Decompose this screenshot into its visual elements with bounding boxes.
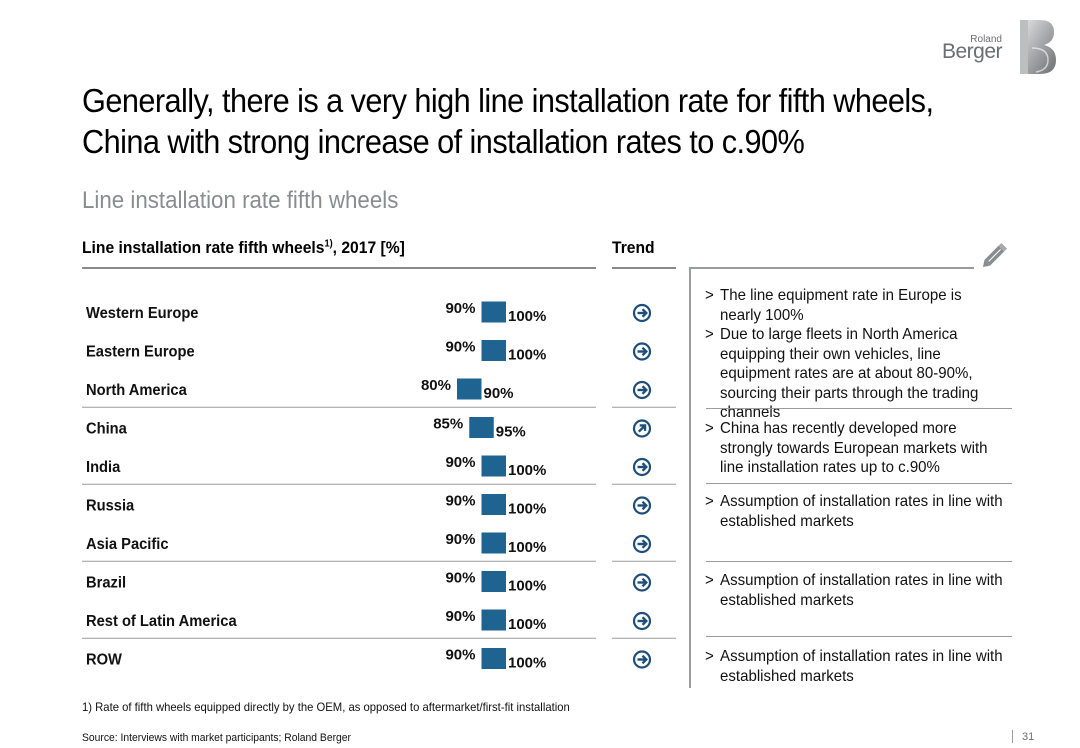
high-value-label: 100% — [508, 655, 546, 672]
comment-bullet: > China has recently developed more stron… — [705, 419, 1006, 478]
comment-block-3: > Assumption of installation rates in lin… — [705, 492, 1006, 531]
footnote: 1) Rate of fifth wheels equipped directl… — [82, 700, 570, 714]
comment-bullet: > Assumption of installation rates in lin… — [705, 571, 1006, 610]
chart-heading-rest: , 2017 [%] — [332, 238, 405, 257]
low-value-label: 90% — [445, 300, 475, 317]
low-value-label: 85% — [433, 416, 463, 433]
chart-header-rule — [82, 267, 596, 269]
comment-block-2: > China has recently developed more stron… — [705, 419, 1006, 478]
pencil-icon — [978, 238, 1012, 272]
comment-bullet: > Assumption of installation rates in lin… — [705, 492, 1006, 531]
bullet-text: China has recently developed more strong… — [720, 420, 988, 476]
comment-block-4: > Assumption of installation rates in lin… — [705, 571, 1006, 610]
arrow-up-right-circle-icon — [632, 419, 652, 438]
category-label: India — [86, 458, 121, 476]
category-label: North America — [86, 381, 187, 399]
logo-b-mark — [1020, 20, 1056, 74]
low-value-label: 90% — [445, 339, 475, 356]
high-value-label: 100% — [508, 578, 546, 595]
trend-header-rule — [612, 267, 676, 269]
low-value-label: 90% — [445, 454, 475, 471]
bullet-marker: > — [705, 572, 714, 589]
bullet-marker: > — [705, 287, 714, 304]
range-bar — [481, 532, 506, 554]
comment-divider — [706, 483, 1012, 484]
trend-heading: Trend — [612, 238, 655, 257]
high-value-label: 100% — [508, 501, 546, 518]
bullet-marker: > — [705, 326, 714, 343]
category-label: ROW — [86, 651, 122, 669]
range-bar — [481, 571, 506, 592]
comment-divider — [706, 408, 1012, 409]
comment-divider — [706, 561, 1012, 562]
low-value-label: 90% — [445, 570, 475, 587]
chart-heading-text: Line installation rate fifth wheels — [82, 238, 325, 257]
bullet-marker: > — [705, 493, 714, 510]
range-bar — [481, 609, 506, 631]
subtitle: Line installation rate fifth wheels — [82, 187, 399, 214]
chart-heading-footnote-marker: 1) — [324, 238, 333, 250]
high-value-label: 90% — [484, 385, 514, 402]
comment-frame-top — [689, 267, 974, 269]
high-value-label: 100% — [508, 347, 546, 364]
high-value-label: 95% — [496, 424, 526, 441]
category-label: Brazil — [86, 574, 126, 592]
comment-divider — [706, 636, 1012, 637]
category-label: China — [86, 420, 127, 438]
arrow-right-circle-icon — [632, 650, 652, 669]
chart-heading: Line installation rate fifth wheels1), 2… — [82, 238, 405, 258]
arrow-right-circle-icon — [632, 534, 652, 554]
comment-frame-vertical — [689, 268, 691, 688]
arrow-right-circle-icon — [632, 342, 652, 361]
comment-block-5: > Assumption of installation rates in lin… — [705, 647, 1006, 686]
range-bar — [481, 455, 506, 477]
low-value-label: 90% — [445, 531, 475, 548]
low-value-label: 90% — [445, 493, 475, 510]
roland-berger-logo: Roland Berger — [942, 18, 1058, 78]
arrow-right-circle-icon — [632, 303, 652, 323]
low-value-label: 90% — [445, 647, 475, 664]
high-value-label: 100% — [508, 308, 546, 325]
category-label: Asia Pacific — [86, 535, 169, 553]
source-note: Source: Interviews with market participa… — [82, 732, 351, 744]
high-value-label: 100% — [508, 539, 546, 556]
arrow-right-circle-icon — [632, 573, 652, 592]
range-bar — [481, 494, 506, 515]
page-number: 31 — [1022, 731, 1035, 743]
category-label: Western Europe — [86, 304, 199, 322]
bullet-text: The line equipment rate in Europe is nea… — [720, 287, 962, 324]
headline: Generally, there is a very high line ins… — [82, 82, 934, 160]
range-bar — [481, 648, 506, 669]
bullet-marker: > — [705, 420, 714, 437]
arrow-right-circle-icon — [632, 380, 652, 400]
bullet-text: Assumption of installation rates in line… — [720, 648, 1003, 685]
arrow-right-circle-icon — [632, 457, 652, 477]
high-value-label: 100% — [508, 616, 546, 633]
category-label: Eastern Europe — [86, 343, 195, 361]
comment-bullet: > Assumption of installation rates in lin… — [705, 647, 1006, 686]
installation-rate-chart: Western Europe 90% 100% Eastern Europe 90% 10… — [82, 300, 676, 672]
category-label: Rest of Latin America — [86, 612, 237, 630]
low-value-label: 90% — [445, 608, 475, 625]
comment-bullet: > Due to large fleets in North America eq… — [705, 325, 1006, 423]
comment-bullet: > The line equipment rate in Europe is ne… — [705, 286, 1006, 325]
bullet-text: Due to large fleets in North America equ… — [720, 326, 979, 421]
low-value-label: 80% — [421, 377, 451, 394]
logo-line2: Berger — [941, 40, 1003, 63]
bullet-text: Assumption of installation rates in line… — [720, 572, 1003, 609]
range-bar — [469, 417, 494, 438]
range-bar — [457, 378, 482, 400]
logo-line1: Roland — [970, 34, 1002, 45]
comment-block-1: > The line equipment rate in Europe is ne… — [705, 286, 1006, 423]
bullet-text: Assumption of installation rates in line… — [720, 493, 1003, 530]
page-number-separator — [1012, 730, 1013, 743]
bullet-marker: > — [705, 648, 714, 665]
arrow-right-circle-icon — [632, 611, 652, 631]
range-bar — [481, 301, 506, 323]
category-label: Russia — [86, 497, 135, 515]
arrow-right-circle-icon — [632, 496, 652, 515]
range-bar — [481, 340, 506, 361]
high-value-label: 100% — [508, 462, 546, 479]
